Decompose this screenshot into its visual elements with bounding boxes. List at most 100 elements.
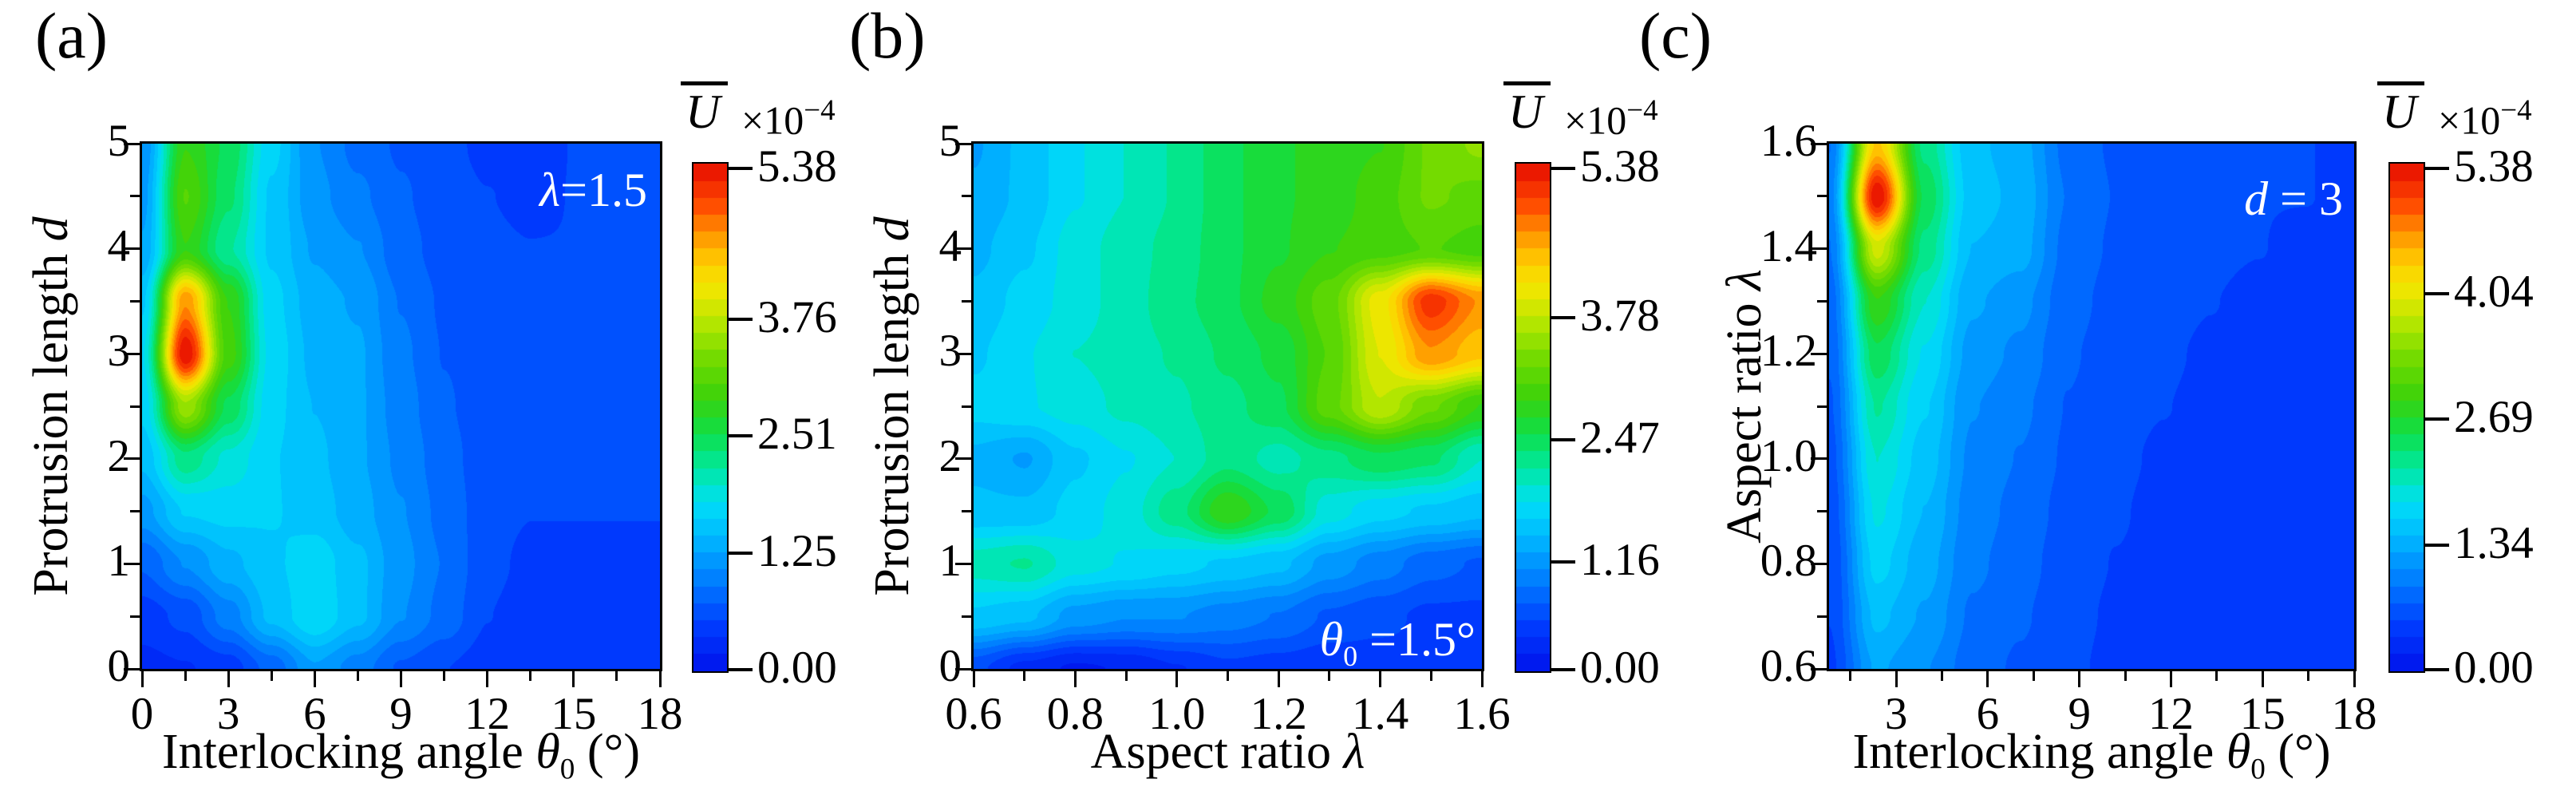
- y-tick-label: 4: [107, 220, 131, 271]
- colorbar-tick-label: 1.34: [2454, 517, 2534, 568]
- y-major-tick: [955, 562, 971, 565]
- colorbar-tick-label: 3.76: [757, 292, 837, 343]
- x-minor-tick: [1849, 671, 1852, 681]
- colorbar-tick-label: 4.04: [2454, 266, 2534, 317]
- y-minor-tick: [962, 615, 971, 618]
- panel-a-label: (a): [35, 0, 109, 72]
- x-minor-tick: [615, 671, 618, 681]
- x-major-tick: [400, 671, 402, 687]
- x-tick-label: 6: [303, 689, 326, 739]
- colorbar-tick-label: 2.51: [757, 409, 837, 460]
- x-minor-tick: [2215, 671, 2218, 681]
- y-tick-label: 0: [938, 641, 962, 691]
- plot-annotation: θ0 =1.5°: [1319, 613, 1476, 672]
- y-tick-label: 4: [938, 220, 962, 271]
- y-minor-tick: [1817, 615, 1827, 618]
- y-tick-label: 0.6: [1760, 641, 1817, 691]
- y-minor-tick: [962, 510, 971, 513]
- colorbar-tick-label: 3.78: [1580, 290, 1660, 341]
- x-tick-label: 3: [216, 689, 240, 739]
- y-minor-tick: [962, 299, 971, 303]
- x-minor-tick: [443, 671, 446, 681]
- y-tick-label: 1.4: [1760, 220, 1817, 271]
- x-tick-label: 9: [2068, 689, 2091, 739]
- x-tick-label: 1.4: [1351, 689, 1409, 739]
- x-tick-label: 0.6: [945, 689, 1002, 739]
- x-major-tick: [2169, 671, 2172, 687]
- colorbar-tick: [729, 167, 753, 171]
- colorbar-title: U: [2377, 81, 2425, 137]
- x-major-tick: [486, 671, 489, 687]
- x-minor-tick: [184, 671, 187, 681]
- x-major-tick: [1277, 671, 1280, 687]
- colorbar-tick: [2425, 291, 2449, 295]
- plot-area: d = 3: [1827, 141, 2357, 671]
- x-major-tick: [572, 671, 575, 687]
- y-tick-label: 0.8: [1760, 536, 1817, 587]
- panel-a: (a) Protrusion length d λ=1.5 Interlocki…: [0, 0, 859, 795]
- x-tick-label: 9: [389, 689, 413, 739]
- plot-area: λ=1.5: [140, 141, 662, 671]
- colorbar-title: U: [681, 81, 729, 137]
- x-minor-tick: [1328, 671, 1331, 681]
- y-minor-tick: [130, 510, 140, 513]
- y-tick-label: 2: [938, 430, 962, 481]
- colorbar-tick-label: 2.47: [1580, 412, 1660, 463]
- y-major-tick: [1811, 142, 1827, 145]
- x-tick-label: 0.8: [1046, 689, 1104, 739]
- colorbar: [2388, 162, 2425, 673]
- colorbar-tick: [2425, 668, 2449, 671]
- x-major-tick: [1175, 671, 1179, 687]
- y-major-tick: [955, 457, 971, 461]
- x-minor-tick: [1429, 671, 1432, 681]
- x-minor-tick: [356, 671, 359, 681]
- heatmap-canvas: [974, 144, 1482, 669]
- x-tick-label: 1.2: [1250, 689, 1307, 739]
- y-minor-tick: [1817, 195, 1827, 198]
- x-minor-tick: [1023, 671, 1026, 681]
- x-axis-label: Aspect ratio λ: [1090, 725, 1365, 779]
- x-tick-label: 12: [2147, 689, 2194, 739]
- panel-c-label: (c): [1639, 0, 1713, 72]
- y-major-tick: [1811, 352, 1827, 355]
- y-major-tick: [1811, 667, 1827, 670]
- x-tick-label: 15: [2239, 689, 2286, 739]
- x-major-tick: [1379, 671, 1382, 687]
- y-major-tick: [1811, 562, 1827, 565]
- colorbar-tick: [1551, 437, 1575, 441]
- x-tick-label: 12: [464, 689, 511, 739]
- y-minor-tick: [1817, 299, 1827, 303]
- colorbar: [692, 162, 729, 673]
- colorbar-tick-label: 0.00: [2454, 643, 2534, 693]
- colorbar-tick-label: 1.16: [1580, 534, 1660, 585]
- y-major-tick: [124, 142, 140, 145]
- y-tick-label: 1.6: [1760, 116, 1817, 166]
- x-major-tick: [140, 671, 144, 687]
- x-tick-label: 1.6: [1453, 689, 1511, 739]
- x-tick-label: 18: [2331, 689, 2377, 739]
- y-tick-label: 3: [107, 326, 131, 377]
- colorbar-tick: [1551, 668, 1575, 671]
- x-minor-tick: [2307, 671, 2310, 681]
- x-minor-tick: [270, 671, 273, 681]
- x-minor-tick: [1941, 671, 1944, 681]
- x-major-tick: [1480, 671, 1484, 687]
- y-minor-tick: [962, 195, 971, 198]
- y-minor-tick: [1817, 405, 1827, 408]
- plot-annotation: d = 3: [2244, 172, 2343, 225]
- y-major-tick: [124, 247, 140, 251]
- colorbar-tick: [2425, 167, 2449, 171]
- colorbar-title: U: [1503, 81, 1551, 137]
- heatmap-canvas: [1829, 144, 2354, 669]
- y-major-tick: [124, 352, 140, 355]
- colorbar-multiplier: ×10−4: [1564, 94, 1658, 143]
- y-tick-label: 1.2: [1760, 326, 1817, 377]
- colorbar-tick-label: 2.69: [2454, 392, 2534, 443]
- colorbar-tick-label: 5.38: [757, 141, 837, 192]
- x-major-tick: [313, 671, 316, 687]
- x-axis-label: Interlocking angle θ0 (°): [1852, 725, 2331, 786]
- x-minor-tick: [2032, 671, 2035, 681]
- y-major-tick: [955, 142, 971, 145]
- x-tick-label: 6: [1976, 689, 2000, 739]
- x-minor-tick: [529, 671, 532, 681]
